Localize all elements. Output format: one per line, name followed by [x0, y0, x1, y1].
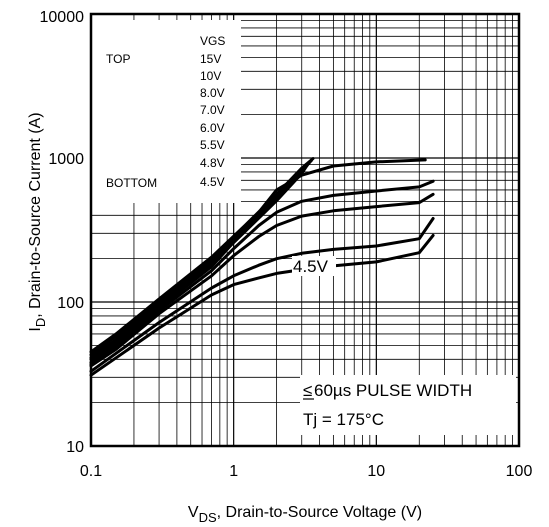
pulse-width-prefix: ≤ [303, 381, 312, 400]
x-axis-title-subscript: DS [199, 510, 217, 525]
series-lines [89, 157, 435, 377]
y-tick-label: 100 [57, 295, 84, 312]
legend-entry: 4.5V [200, 175, 225, 189]
legend: VGS TOP BOTTOM 15V 10V 8.0V 7.0V 6.0V 5.… [106, 34, 225, 190]
x-axis-title-rest: , Drain-to-Source Voltage (V) [217, 504, 422, 521]
x-axis-title-main: V [188, 504, 199, 521]
x-axis-title: VDS, Drain-to-Source Voltage (V) [188, 504, 422, 525]
y-axis-title-subscript: D [33, 318, 48, 327]
series-line [89, 233, 435, 377]
y-tick-label: 10000 [40, 9, 85, 26]
legend-entry: 5.5V [200, 138, 225, 152]
temperature-text: Tj = 175°C [303, 410, 384, 429]
legend-bottom-label: BOTTOM [106, 176, 157, 190]
y-tick-label: 10 [66, 439, 84, 456]
y-axis-title-rest: , Drain-to-Source Current (A) [27, 112, 44, 317]
y-tick-label: 1000 [48, 151, 84, 168]
y-axis-title-main: I [27, 327, 44, 331]
legend-entry: 6.0V [200, 121, 225, 135]
annotation-background [300, 375, 516, 435]
legend-entry: 8.0V [200, 86, 225, 100]
curve-label-background [292, 256, 336, 276]
series-line [89, 179, 435, 366]
plot-frame [89, 12, 521, 448]
legend-entry: 7.0V [200, 103, 225, 117]
series-line [89, 217, 435, 373]
x-tick-label: 1 [229, 463, 238, 480]
legend-header: VGS [200, 34, 225, 48]
series-line [89, 158, 427, 364]
annotations: ≤ 60µs PULSE WIDTH Tj = 175°C [303, 381, 472, 429]
legend-entry: 15V [200, 52, 221, 66]
x-tick-label: 0.1 [80, 463, 102, 480]
tick-labels: 0.1 1 10 100 10 100 1000 10000 [40, 9, 533, 480]
legend-top-label: TOP [106, 52, 130, 66]
pulse-width-text: 60µs PULSE WIDTH [314, 381, 472, 400]
legend-entry: 4.8V [200, 156, 225, 170]
curve-label: 4.5V [293, 257, 329, 276]
legend-entry: 10V [200, 69, 221, 83]
x-tick-label: 100 [506, 463, 533, 480]
x-tick-label: 10 [367, 463, 385, 480]
legend-background [91, 20, 241, 203]
y-axis-title: ID, Drain-to-Source Current (A) [27, 112, 48, 331]
series-line [89, 192, 435, 368]
